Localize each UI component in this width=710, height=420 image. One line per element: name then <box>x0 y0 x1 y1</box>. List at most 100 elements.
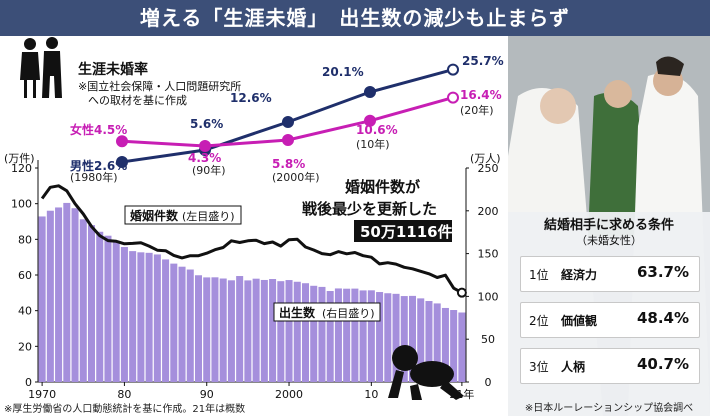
birth-series-note: (右目盛り) <box>322 306 375 320</box>
male-rate-point <box>364 86 376 98</box>
left-axis-tick: 0 <box>25 376 32 389</box>
crawling-baby-icon <box>388 345 464 400</box>
conditions-title: 結婚相手に求める条件 <box>543 218 674 233</box>
condition-value: 63.7% <box>636 263 689 281</box>
marriage-last-point <box>456 287 467 298</box>
condition-label: 価値観 <box>561 314 598 328</box>
unmarried-year-label: (10年) <box>356 137 390 151</box>
left-axis-tick: 20 <box>18 340 32 353</box>
annotation-value-box <box>354 220 452 242</box>
marriage-series-note: (左目盛り) <box>182 209 235 223</box>
birth-bar <box>244 280 252 382</box>
birth-bar <box>285 280 293 382</box>
birth-bar <box>129 251 137 382</box>
unmarried-year-label: (90年) <box>192 163 226 177</box>
birth-bar <box>318 286 326 382</box>
wedding-photo-panel: 結婚相手に求める条件 （未婚女性） 1位 経済力 63.7% 2位 価値観 48… <box>508 36 710 416</box>
female-rate-label: 16.4% <box>460 88 502 102</box>
birth-bar <box>153 254 161 382</box>
birth-bar <box>252 278 260 382</box>
x-axis-tick: 80 <box>117 388 131 401</box>
condition-row-2: 2位 価値観 48.4% <box>520 302 700 338</box>
condition-value: 40.7% <box>636 355 689 373</box>
birth-bar <box>145 252 153 382</box>
left-axis-unit: (万件) <box>4 152 35 165</box>
birth-series-name: 出生数 <box>279 305 316 320</box>
marriage-line-group <box>40 184 467 298</box>
x-axis-tick: 1970 <box>28 388 56 401</box>
marriage-series-name: 婚姻件数 <box>130 208 179 223</box>
birth-bar <box>441 307 449 382</box>
male-rate-label: 男性2.6% <box>70 158 127 173</box>
left-axis-tick: 80 <box>18 233 32 246</box>
male-rate-point <box>447 63 459 76</box>
female-rate-label: 4.3% <box>188 151 221 165</box>
birth-bar <box>392 293 400 382</box>
birth-bar <box>367 290 375 382</box>
birth-bar <box>326 291 334 382</box>
x-axis-tick: 90 <box>200 388 214 401</box>
birth-bar <box>376 292 384 382</box>
birth-bar <box>162 259 170 382</box>
birth-bar <box>334 288 342 382</box>
annotation-value: 50万1116件 <box>360 223 453 241</box>
conditions-subtitle: （未婚女性） <box>576 234 642 247</box>
right-axis-tick: 250 <box>478 162 499 175</box>
female-rate-point <box>447 91 459 104</box>
birth-bar <box>417 298 425 382</box>
birth-bar <box>178 266 186 382</box>
birth-bar <box>310 285 318 382</box>
birth-bar <box>433 303 441 382</box>
birth-bar <box>425 301 433 382</box>
unmarried-rate-chart: 男性2.6% 5.6% 12.6% 20.1% 25.7% 女性4.5% 4.3% 5.8% 1… <box>70 54 504 184</box>
birth-bar <box>293 281 301 382</box>
female-rate-point <box>282 134 294 146</box>
female-rate-point <box>116 135 128 148</box>
birth-bar <box>277 281 285 382</box>
birth-bar <box>46 210 54 382</box>
condition-rank: 2位 <box>529 314 549 328</box>
chart-svg: 生涯未婚率 ※国立社会保障・人口問題研究所 への取材を基に作成 男性2.6% 5.… <box>4 37 504 415</box>
birth-bar <box>63 202 71 382</box>
condition-label: 経済力 <box>561 268 598 282</box>
right-axis-tick: 200 <box>478 205 499 218</box>
unmarried-year-label: (2000年) <box>272 170 320 184</box>
birth-bar <box>260 279 268 382</box>
unmarried-year-label: (1980年) <box>70 170 118 184</box>
birth-bar <box>236 276 244 382</box>
source-left: ※厚生労働省の人口動態統計を基に作成。21年は概数 <box>4 402 245 415</box>
chart-area: 生涯未婚率 ※国立社会保障・人口問題研究所 への取材を基に作成 男性2.6% 5.… <box>0 36 508 416</box>
left-axis-tick: 40 <box>18 305 32 318</box>
marriage-series-label: 婚姻件数 (左目盛り) <box>124 205 242 225</box>
male-rate-label: 20.1% <box>322 65 364 79</box>
birth-bar <box>120 247 128 382</box>
unmarried-note-1: ※国立社会保障・人口問題研究所 <box>78 79 241 93</box>
birth-bar <box>219 278 227 382</box>
birth-bar <box>408 295 417 382</box>
birth-bar <box>71 208 79 382</box>
unmarried-title: 生涯未婚率 <box>78 61 148 78</box>
birth-bar <box>227 280 235 382</box>
annotation-line-2: 戦後最少を更新した <box>302 200 437 218</box>
right-axis-unit: (万人) <box>470 152 501 165</box>
birth-bar <box>351 288 359 382</box>
couple-silhouette-icon <box>20 37 62 98</box>
left-axis-tick: 60 <box>18 269 32 282</box>
condition-rank: 1位 <box>529 268 549 282</box>
birth-bar <box>186 269 194 382</box>
birth-bar <box>38 216 46 382</box>
female-rate-point <box>364 114 376 127</box>
conditions-source: ※日本ルーレーションシップ協会調べ <box>524 403 694 414</box>
male-rate-point <box>282 116 294 128</box>
headline: 増える「生涯未婚」 出生数の減少も止まらず <box>0 0 710 36</box>
left-axis-tick: 120 <box>11 162 32 175</box>
birth-bar <box>269 279 277 382</box>
right-axis-tick: 100 <box>478 290 499 303</box>
condition-value: 48.4% <box>636 309 689 327</box>
birth-bar <box>170 263 178 382</box>
conditions-panel: 結婚相手に求める条件 （未婚女性） 1位 経済力 63.7% 2位 価値観 48… <box>508 212 710 416</box>
condition-row-3: 3位 人柄 40.7% <box>520 348 700 384</box>
birth-bar <box>96 231 104 382</box>
female-rate-label: 10.6% <box>356 123 398 137</box>
birth-bar <box>301 283 310 382</box>
